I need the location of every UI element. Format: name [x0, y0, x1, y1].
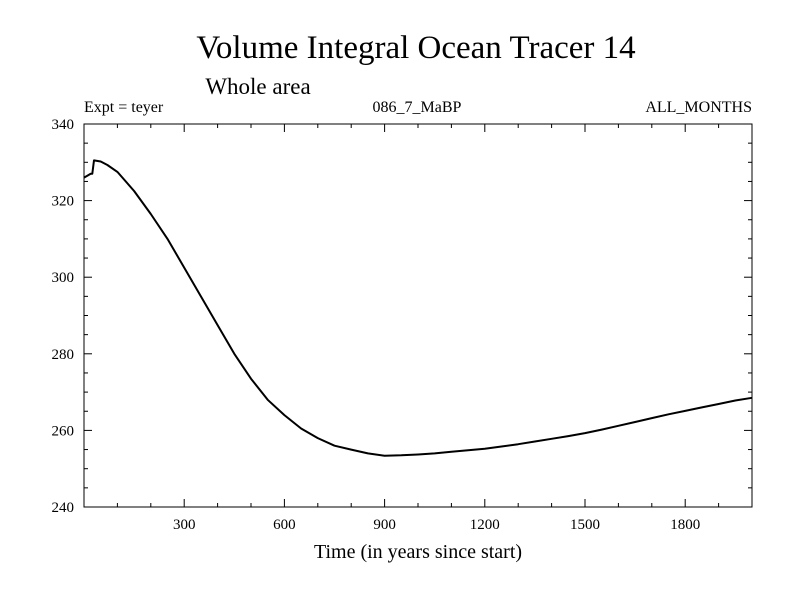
x-tick-label-900: 900 [373, 517, 396, 533]
run-label: 086_7_MaBP [373, 99, 462, 116]
y-tick-label-280: 280 [52, 347, 75, 363]
experiment-label: Expt = teyer [84, 99, 164, 116]
x-tick-label-1200: 1200 [470, 517, 500, 533]
months-label: ALL_MONTHS [645, 99, 752, 116]
y-tick-label-320: 320 [52, 194, 75, 210]
plot-frame [83, 123, 753, 508]
x-tick-label-300: 300 [173, 517, 196, 533]
x-tick-label-1500: 1500 [570, 517, 600, 533]
series-line-tracer-14 [83, 159, 753, 457]
x-tick-label-1800: 1800 [670, 517, 700, 533]
y-tick-label-340: 340 [52, 117, 75, 133]
y-tick-label-260: 260 [52, 423, 75, 439]
x-axis-ticks [116, 124, 720, 507]
chart-title: Volume Integral Ocean Tracer 14 [196, 30, 635, 66]
x-tick-label-600: 600 [273, 517, 296, 533]
x-axis-tick-labels: 300 600 900 1200 1500 1800 [173, 517, 700, 533]
x-axis-label: Time (in years since start) [314, 541, 522, 563]
y-axis-tick-labels: 240 260 280 300 320 340 [52, 117, 75, 516]
y-tick-label-240: 240 [52, 500, 75, 516]
y-axis-ticks [84, 142, 752, 489]
y-tick-label-300: 300 [52, 270, 75, 286]
chart-subtitle: Whole area [205, 74, 310, 99]
